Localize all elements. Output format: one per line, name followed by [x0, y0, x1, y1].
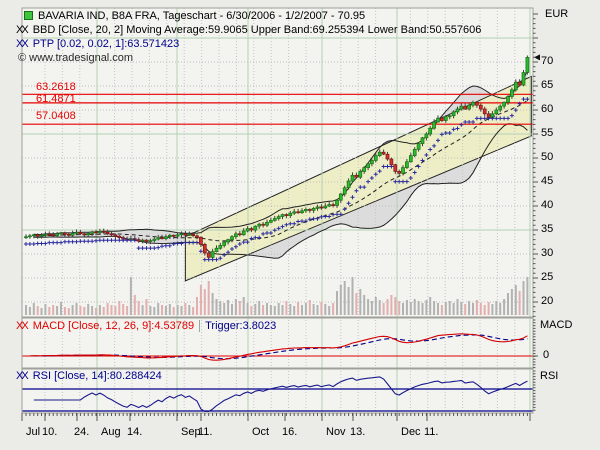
y-axis-label: 20: [541, 295, 554, 307]
x-axis-week-label: 11.: [424, 426, 439, 438]
x-axis-month-label: Sep: [181, 426, 201, 438]
x-axis-month-label: Oct: [252, 426, 270, 438]
instrument-details: , B8A FRA, Tageschart - 6/30/2006 - 1/2/…: [105, 10, 366, 22]
y-axis-label: 45: [541, 175, 554, 187]
x-axis-month-label: Nov: [326, 426, 346, 438]
y-axis-label: 35: [541, 223, 554, 235]
macd-trigger-legend: Trigger:3.8023: [199, 320, 277, 332]
price-level-label: 57.0408: [36, 110, 76, 122]
instrument-legend-row[interactable]: BAVARIA IND, B8A FRA, Tageschart - 6/30/…: [24, 11, 365, 22]
indicator-icon: XX: [16, 24, 29, 36]
macd-zero-label: 0: [543, 349, 550, 361]
x-axis-week-label: 10.: [42, 426, 58, 438]
macd-legend-row[interactable]: XX MACD [Close, 12, 26, 9]:4.53789 Trigger…: [16, 320, 277, 332]
x-axis-week-label: 24.: [74, 426, 90, 438]
copyright-label: © www.tradesignal.com: [18, 52, 134, 64]
rsi-legend-row[interactable]: XX RSI [Close, 14]:80.288424: [16, 371, 162, 382]
y-axis-label: 40: [541, 199, 554, 211]
indicator-icon: XX: [16, 320, 29, 332]
macd-legend: MACD [Close, 12, 26, 9]:4.53789: [32, 320, 195, 332]
y-axis-label: 70: [541, 55, 554, 67]
x-axis-month-label: Jul: [26, 426, 41, 438]
ptp-legend-row[interactable]: XX PTP [0.02, 0.02, 1]:63.571423: [16, 39, 179, 50]
rsi-legend: RSI [Close, 14]:80.288424: [32, 370, 162, 382]
instrument-icon: [24, 11, 33, 20]
bbd-legend: BBD [Close, 20, 2] Moving Average:59.906…: [32, 24, 482, 36]
macd-axis-label[interactable]: MACD: [540, 319, 573, 331]
x-axis-week-label: 14.: [127, 426, 143, 438]
x-axis-week-label: 16.: [282, 426, 298, 438]
symbol-label: BAVARIA IND: [38, 10, 106, 22]
y-axis-label: 30: [541, 247, 554, 259]
x-axis-week-label: 13.: [350, 426, 366, 438]
x-axis-week-label: 11.: [198, 426, 213, 438]
bbd-legend-row[interactable]: XX BBD [Close, 20, 2] Moving Average:59.9…: [16, 25, 481, 36]
x-axis-month-label: Aug: [101, 426, 121, 438]
indicator-icon: XX: [16, 38, 29, 50]
y-axis-label: 65: [541, 79, 554, 91]
y-axis-label: 55: [541, 127, 554, 139]
price-level-label: 63.2618: [36, 81, 76, 93]
price-level-label: 61.4871: [36, 93, 76, 105]
y-axis-label: 50: [541, 151, 554, 163]
y-axis-label: 25: [541, 271, 554, 283]
ptp-legend: PTP [0.02, 0.02, 1]:63.571423: [32, 38, 180, 50]
y-axis-label: 60: [541, 103, 554, 115]
rsi-axis-label[interactable]: RSI: [540, 370, 559, 382]
indicator-icon: XX: [16, 370, 29, 382]
eur-axis-label[interactable]: EUR: [545, 8, 569, 20]
x-axis-month-label: Dec: [401, 426, 421, 438]
